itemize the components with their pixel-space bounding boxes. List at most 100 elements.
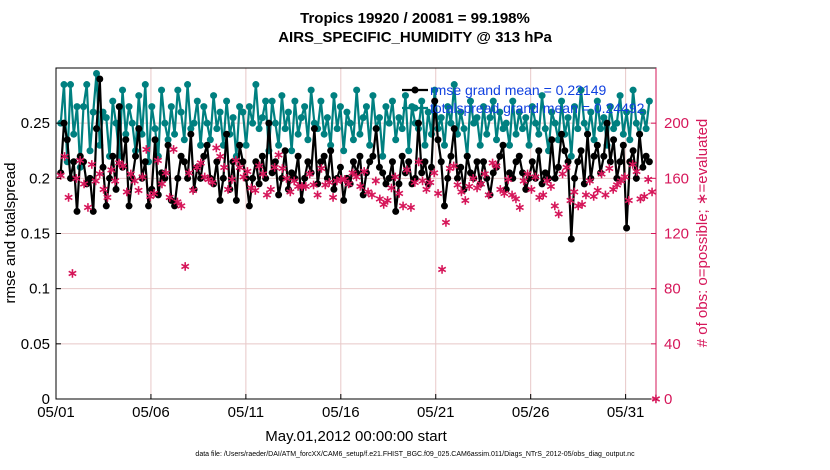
rmse-point	[535, 147, 543, 155]
rmse-point	[229, 158, 237, 166]
x-tick-label: 05/26	[512, 404, 550, 421]
rmse-point	[268, 169, 276, 177]
rmse-point	[574, 158, 582, 166]
obs-count-marker: ∗	[343, 176, 354, 191]
obs-count-marker: ∗	[367, 187, 378, 202]
totalspread-point	[558, 97, 566, 105]
rmse-point	[200, 152, 208, 160]
obs-count-marker: ∗	[437, 261, 448, 276]
totalspread-point	[512, 130, 520, 138]
obs-count-marker: ∗	[557, 166, 568, 181]
rmse-point	[135, 125, 143, 133]
obs-count-marker: ∗	[273, 147, 284, 162]
totalspread-point	[369, 92, 377, 100]
obs-count-marker: ∗	[312, 187, 323, 202]
obs-count-marker: ∗	[156, 176, 167, 191]
obs-count-marker: ∗	[133, 183, 144, 198]
totalspread-point	[619, 130, 627, 138]
rmse-point	[408, 180, 416, 188]
left-tick-label: 0.15	[21, 226, 50, 243]
totalspread-point	[519, 125, 527, 133]
obs-count-marker: ∗	[561, 159, 572, 174]
obs-count-marker: ∗	[308, 177, 319, 192]
totalspread-point	[366, 141, 374, 149]
obs-count-marker: ∗	[479, 166, 490, 181]
rmse-point	[193, 163, 201, 171]
obs-count-marker: ∗	[569, 184, 580, 199]
rmse-point	[102, 202, 110, 210]
totalspread-point	[493, 136, 501, 144]
totalspread-point	[336, 103, 344, 111]
totalspread-point	[496, 108, 504, 116]
totalspread-point	[80, 103, 88, 111]
rmse-point	[167, 196, 175, 204]
totalspread-point	[258, 114, 266, 122]
totalspread-point	[385, 119, 393, 127]
totalspread-point	[330, 92, 338, 100]
rmse-point	[587, 174, 595, 182]
rmse-point	[161, 174, 169, 182]
rmse-point	[476, 180, 484, 188]
x-tick-label: 05/21	[417, 404, 455, 421]
left-tick-label: 0.1	[29, 281, 50, 298]
totalspread-point	[528, 103, 536, 111]
totalspread-point	[236, 103, 244, 111]
totalspread-point	[616, 92, 624, 100]
rmse-point	[493, 163, 501, 171]
obs-count-marker: ∗	[390, 169, 401, 184]
totalspread-point	[161, 119, 169, 127]
obs-count-marker: ∗	[339, 172, 350, 187]
totalspread-point	[271, 119, 279, 127]
obs-count-marker: ∗	[242, 163, 253, 178]
obs-count-marker: ∗	[604, 161, 615, 176]
obs-count-marker: ∗	[402, 162, 413, 177]
rmse-point	[385, 174, 393, 182]
rmse-point	[629, 147, 637, 155]
obs-count-marker: ∗	[168, 141, 179, 156]
rmse-point	[623, 224, 631, 232]
obs-count-marker: ∗	[118, 158, 129, 173]
totalspread-point	[288, 147, 296, 155]
x-tick-label: 05/11	[228, 404, 264, 421]
totalspread-point	[590, 136, 598, 144]
totalspread-point	[571, 103, 579, 111]
rmse-point	[639, 163, 647, 171]
right-tick-label: 40	[664, 336, 681, 353]
rmse-point	[450, 125, 458, 133]
rmse-point	[388, 158, 396, 166]
totalspread-point	[473, 114, 481, 122]
obs-count-marker: ∗	[285, 184, 296, 199]
obs-count-marker: ∗	[394, 186, 405, 201]
rmse-point	[223, 130, 231, 138]
rmse-point	[528, 158, 536, 166]
totalspread-point	[294, 130, 302, 138]
rmse-point	[486, 191, 494, 199]
rmse-point	[301, 174, 309, 182]
rmse-point	[522, 185, 530, 193]
obs-count-marker: ∗	[297, 179, 308, 194]
rmse-point	[509, 174, 517, 182]
rmse-point	[275, 191, 283, 199]
totalspread-point	[418, 97, 426, 105]
right-axis-label: # of obs: o=possible; ∗=evaluated	[694, 119, 711, 348]
totalspread-point	[395, 114, 403, 122]
rmse-point	[502, 185, 510, 193]
x-tick-label: 05/06	[132, 404, 170, 421]
rmse-point	[242, 174, 250, 182]
rmse-point	[470, 174, 478, 182]
totalspread-point	[457, 108, 465, 116]
obs-count-marker: ∗	[188, 183, 199, 198]
obs-count-marker: ∗	[164, 190, 175, 205]
rmse-point	[206, 174, 214, 182]
totalspread-point	[343, 108, 351, 116]
obs-count-marker: ∗	[328, 190, 339, 205]
obs-count-marker: ∗	[643, 172, 654, 187]
obs-count-marker: ∗	[522, 166, 533, 181]
totalspread-point	[480, 103, 488, 111]
rmse-point	[73, 207, 81, 215]
chart-title-line2: AIRS_SPECIFIC_HUMIDITY @ 313 hPa	[278, 29, 552, 46]
totalspread-point	[327, 141, 335, 149]
rmse-point	[76, 152, 84, 160]
obs-count-marker: ∗	[106, 162, 117, 177]
rmse-point	[115, 103, 123, 111]
